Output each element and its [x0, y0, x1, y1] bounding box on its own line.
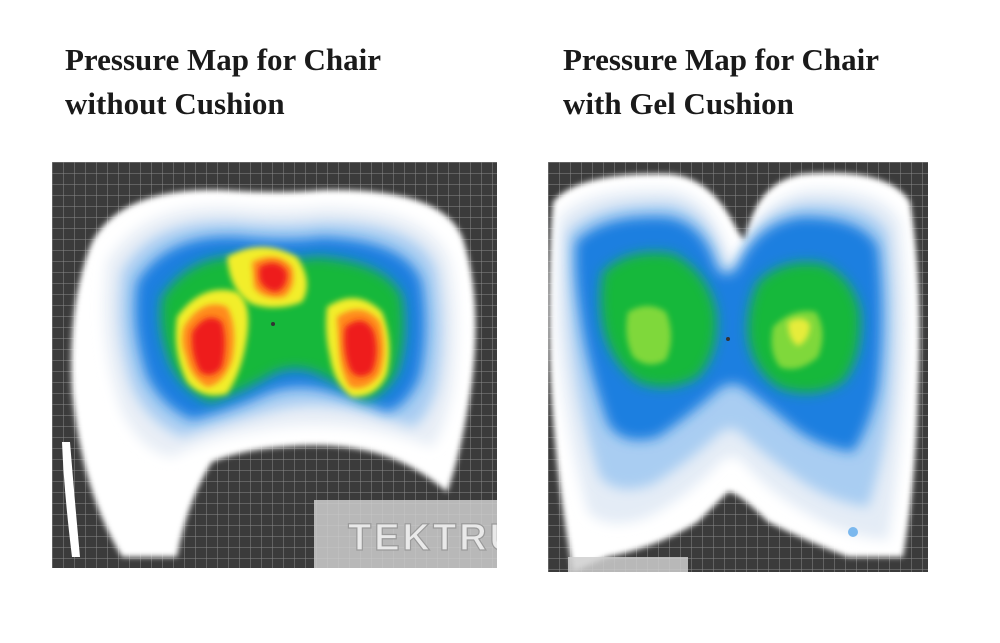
pressure-map-image: TEKTRUM: [52, 162, 497, 568]
svg-text:TEKTRUM: TEKTRUM: [348, 517, 497, 559]
title-line-2: with Gel Cushion: [563, 86, 794, 121]
pressure-heatmap-without-cushion: TEKTRUM: [52, 162, 497, 568]
panel-title: Pressure Map for Chair without Cushion: [65, 38, 381, 126]
panel-without-cushion: Pressure Map for Chair without Cushion: [52, 38, 497, 568]
pressure-heatmap-with-gel-cushion: [548, 162, 928, 572]
watermark: TEKTRUM: [347, 516, 497, 559]
title-line-1: Pressure Map for Chair: [563, 42, 879, 77]
panel-with-gel-cushion: Pressure Map for Chair with Gel Cushion: [500, 0, 1000, 643]
title-line-2: without Cushion: [65, 86, 285, 121]
panel-title: Pressure Map for Chair with Gel Cushion: [563, 38, 879, 126]
pressure-map-image: [548, 162, 928, 572]
title-line-1: Pressure Map for Chair: [65, 42, 381, 77]
